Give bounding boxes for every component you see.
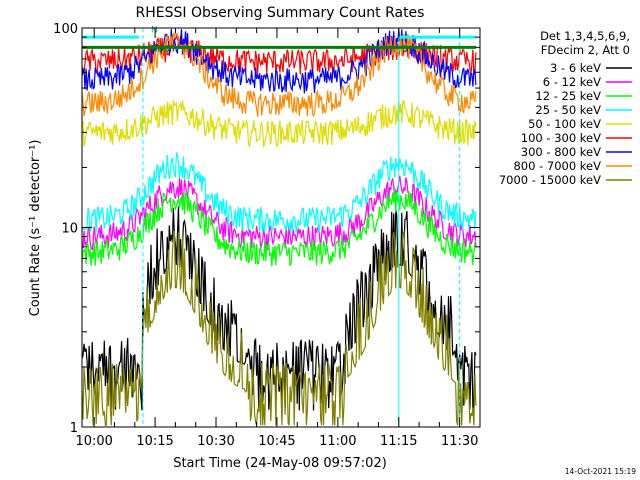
legend-label-8: 7000 - 15000 keV — [499, 173, 601, 187]
x-tick-label-2: 10:30 — [197, 434, 234, 449]
legend: Det 1,3,4,5,6,9,FDecim 2, Att 0 3 - 6 keV… — [499, 29, 632, 187]
legend-label-2: 12 - 25 keV — [535, 89, 601, 103]
flag-label-n: N — [151, 25, 158, 35]
axis-layer: 1 10 100 10:00 10:15 10:30 10:45 11:00 11:15 11:3… — [53, 22, 481, 449]
chart-title: RHESSI Observing Summary Count Rates — [136, 5, 425, 21]
legend-label-6: 300 - 800 keV — [521, 145, 601, 159]
legend-label-5: 100 - 300 keV — [521, 131, 601, 145]
legend-label-1: 6 - 12 keV — [543, 75, 601, 89]
y-tick-label-0: 1 — [70, 421, 78, 436]
flag-label-rd0: RD0 — [151, 44, 170, 54]
series-line-8 — [81, 230, 477, 426]
x-tick-label-1: 10:15 — [136, 434, 173, 449]
x-tick-label-5: 11:15 — [380, 434, 417, 449]
legend-header-0: Det 1,3,4,5,6,9, — [540, 29, 630, 43]
series-line-2 — [81, 187, 477, 267]
legend-label-0: 3 - 6 keV — [550, 61, 601, 75]
x-axis-label: Start Time (24-May-08 09:57:02) — [173, 456, 387, 471]
data-layer: N RD0 — [81, 25, 477, 427]
x-tick-label-6: 11:30 — [441, 434, 478, 449]
legend-header-1: FDecim 2, Att 0 — [541, 43, 630, 57]
series-line-7 — [81, 31, 477, 117]
y-tick-label-1: 10 — [61, 222, 78, 237]
series-line-3 — [81, 150, 477, 234]
footer-timestamp: 14-Oct-2021 15:19 — [565, 467, 636, 476]
legend-label-7: 800 - 7000 keV — [513, 159, 601, 173]
x-tick-label-4: 11:00 — [319, 434, 356, 449]
y-tick-label-2: 100 — [53, 22, 78, 37]
x-tick-label-0: 10:00 — [75, 434, 112, 449]
series-line-0 — [81, 206, 477, 411]
legend-label-3: 25 - 50 keV — [535, 103, 601, 117]
x-tick-label-3: 10:45 — [258, 434, 295, 449]
y-axis-label: Count Rate (s⁻¹ detector⁻¹) — [28, 140, 43, 317]
legend-label-4: 50 - 100 keV — [528, 117, 601, 131]
series-line-4 — [81, 100, 477, 149]
